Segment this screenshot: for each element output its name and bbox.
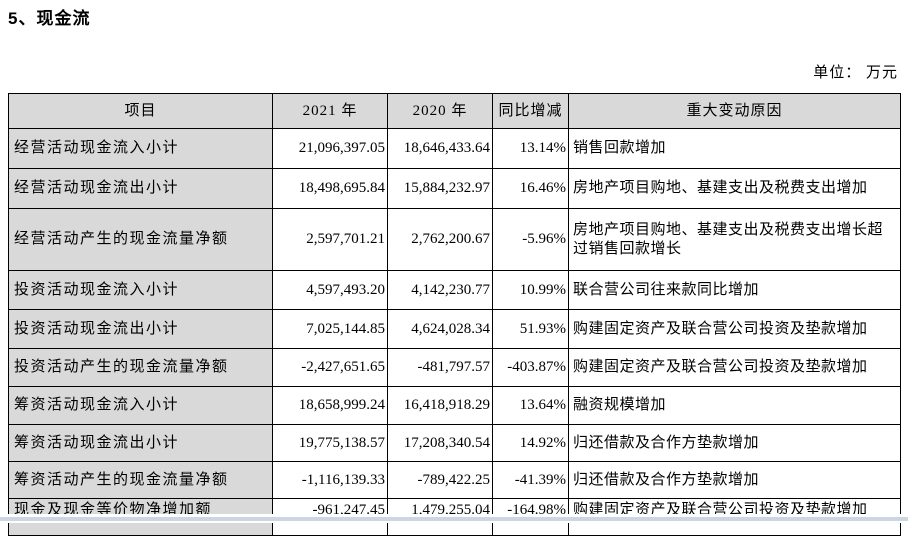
- value-2021-cell: 4,597,493.20: [272, 270, 388, 310]
- column-header-yoy: 同比增减: [492, 93, 569, 129]
- value-2021-cell: 7,025,144.85: [272, 309, 388, 349]
- item-cell: 投资活动产生的现金流量净额: [8, 348, 273, 387]
- reason-cell: 销售回款增加: [568, 128, 901, 169]
- table-row: 投资活动现金流出小计 7,025,144.85 4,624,028.34 51.…: [8, 309, 901, 349]
- table-row: 经营活动现金流入小计 21,096,397.05 18,646,433.64 1…: [8, 128, 901, 169]
- section-title: 5、现金流: [8, 9, 91, 28]
- table-row: 筹资活动产生的现金流量净额 -1,116,139.33 -789,422.25 …: [8, 461, 901, 499]
- table-row: 筹资活动现金流出小计 19,775,138.57 17,208,340.54 1…: [8, 424, 901, 462]
- yoy-cell: -403.87%: [492, 348, 569, 387]
- table-row: 投资活动现金流入小计 4,597,493.20 4,142,230.77 10.…: [8, 270, 901, 310]
- reason-cell: 房地产项目购地、基建支出及税费支出增长超过销售回款增长: [568, 208, 901, 271]
- item-cell: 筹资活动产生的现金流量净额: [8, 461, 273, 499]
- yoy-cell: 14.92%: [492, 424, 569, 462]
- column-header-reason: 重大变动原因: [568, 93, 901, 129]
- page-edge-strip: [0, 517, 908, 521]
- value-2020-cell: 4,142,230.77: [387, 270, 493, 310]
- table-row: 经营活动产生的现金流量净额 2,597,701.21 2,762,200.67 …: [8, 208, 901, 271]
- item-cell: 经营活动产生的现金流量净额: [8, 208, 273, 271]
- cash-flow-table: 项目 2021 年 2020 年 同比增减 重大变动原因 经营活动现金流入小计 …: [8, 93, 901, 536]
- yoy-cell: 16.46%: [492, 168, 569, 209]
- yoy-cell: -41.39%: [492, 461, 569, 499]
- item-cell: 投资活动现金流出小计: [8, 309, 273, 349]
- yoy-cell: 13.64%: [492, 386, 569, 425]
- value-2021-cell: -1,116,139.33: [272, 461, 388, 499]
- value-2020-cell: 18,646,433.64: [387, 128, 493, 169]
- reason-cell: 购建固定资产及联合营公司投资及垫款增加: [568, 348, 901, 387]
- table-row: 经营活动现金流出小计 18,498,695.84 15,884,232.97 1…: [8, 168, 901, 209]
- column-header-item: 项目: [8, 93, 273, 129]
- value-2020-cell: 15,884,232.97: [387, 168, 493, 209]
- unit-label: 单位： 万元: [813, 65, 898, 81]
- value-2020-cell: 4,624,028.34: [387, 309, 493, 349]
- yoy-cell: 13.14%: [492, 128, 569, 169]
- reason-cell: 融资规模增加: [568, 386, 901, 425]
- item-cell: 筹资活动现金流出小计: [8, 424, 273, 462]
- value-2021-cell: 18,498,695.84: [272, 168, 388, 209]
- reason-cell: 房地产项目购地、基建支出及税费支出增加: [568, 168, 901, 209]
- reason-cell: 联合营公司往来款同比增加: [568, 270, 901, 310]
- value-2021-cell: 2,597,701.21: [272, 208, 388, 271]
- value-2020-cell: -789,422.25: [387, 461, 493, 499]
- yoy-cell: 51.93%: [492, 309, 569, 349]
- item-cell: 经营活动现金流出小计: [8, 168, 273, 209]
- value-2020-cell: 2,762,200.67: [387, 208, 493, 271]
- table-header-row: 项目 2021 年 2020 年 同比增减 重大变动原因: [8, 93, 901, 129]
- table-row: 投资活动产生的现金流量净额 -2,427,651.65 -481,797.57 …: [8, 348, 901, 387]
- table-row: 筹资活动现金流入小计 18,658,999.24 16,418,918.29 1…: [8, 386, 901, 425]
- value-2021-cell: -2,427,651.65: [272, 348, 388, 387]
- value-2021-cell: 19,775,138.57: [272, 424, 388, 462]
- value-2020-cell: 16,418,918.29: [387, 386, 493, 425]
- reason-cell: 购建固定资产及联合营公司投资及垫款增加: [568, 309, 901, 349]
- column-header-2020: 2020 年: [387, 93, 493, 129]
- value-2020-cell: -481,797.57: [387, 348, 493, 387]
- item-cell: 投资活动现金流入小计: [8, 270, 273, 310]
- value-2020-cell: 17,208,340.54: [387, 424, 493, 462]
- column-header-2021: 2021 年: [272, 93, 388, 129]
- value-2021-cell: 21,096,397.05: [272, 128, 388, 169]
- value-2021-cell: 18,658,999.24: [272, 386, 388, 425]
- item-cell: 经营活动现金流入小计: [8, 128, 273, 169]
- item-cell: 筹资活动现金流入小计: [8, 386, 273, 425]
- yoy-cell: 10.99%: [492, 270, 569, 310]
- reason-cell: 归还借款及合作方垫款增加: [568, 461, 901, 499]
- yoy-cell: -5.96%: [492, 208, 569, 271]
- reason-cell: 归还借款及合作方垫款增加: [568, 424, 901, 462]
